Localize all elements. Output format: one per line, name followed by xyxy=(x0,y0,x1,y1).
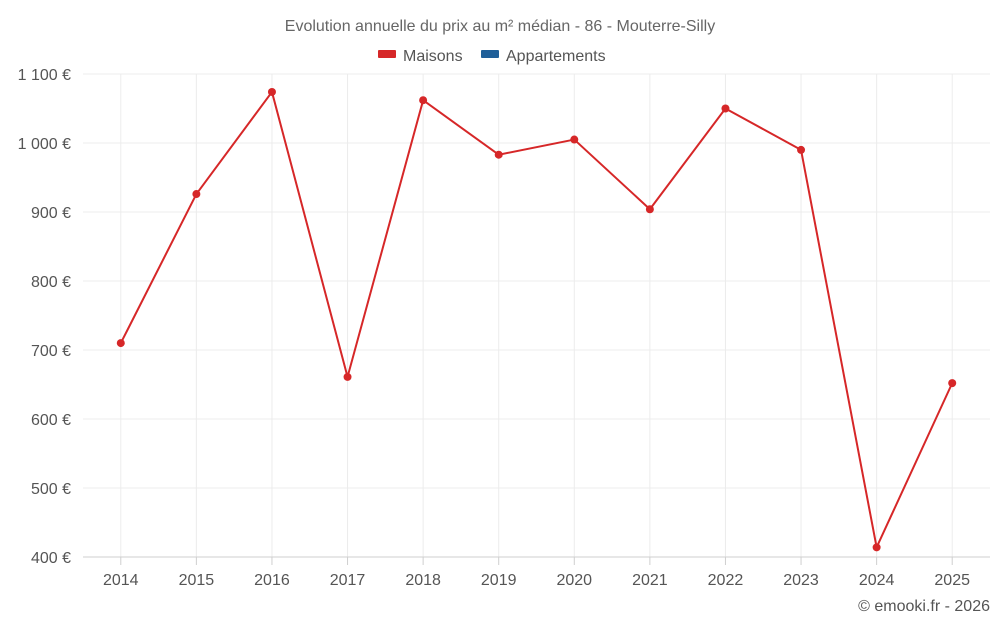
chart-title: Evolution annuelle du prix au m² médian … xyxy=(285,18,715,35)
data-point[interactable] xyxy=(645,205,654,214)
data-point[interactable] xyxy=(116,339,125,348)
x-tick-label: 2015 xyxy=(179,572,215,589)
data-point[interactable] xyxy=(872,543,881,552)
data-point[interactable] xyxy=(419,96,428,105)
y-tick-label: 700 € xyxy=(31,343,71,360)
x-tick-label: 2018 xyxy=(405,572,441,589)
y-tick-label: 1 100 € xyxy=(18,67,71,84)
y-axis: 400 € 500 € 600 € 700 € 800 € 900 € 1 000 € 1 1… xyxy=(18,67,71,567)
data-point[interactable] xyxy=(267,87,276,96)
x-tick-label: 2014 xyxy=(103,572,139,589)
y-tick-label: 400 € xyxy=(31,550,71,567)
x-tick-label: 2023 xyxy=(783,572,819,589)
legend-swatch-maisons xyxy=(378,50,396,58)
credit-text: © emooki.fr - 2026 xyxy=(858,598,990,615)
series-layer xyxy=(116,87,957,552)
x-tick-label: 2019 xyxy=(481,572,517,589)
y-tick-label: 500 € xyxy=(31,481,71,498)
data-point[interactable] xyxy=(797,145,806,154)
legend-label-maisons[interactable]: Maisons xyxy=(403,48,463,65)
legend-item-appartements[interactable]: Appartements xyxy=(481,48,606,65)
data-point[interactable] xyxy=(570,135,579,144)
x-tick-label: 2016 xyxy=(254,572,290,589)
x-tick-label: 2022 xyxy=(708,572,744,589)
y-tick-label: 600 € xyxy=(31,412,71,429)
series-line xyxy=(119,90,954,549)
data-point[interactable] xyxy=(721,104,730,113)
x-tick-label: 2024 xyxy=(859,572,895,589)
legend-swatch-appartements xyxy=(481,50,499,58)
x-tick-label: 2020 xyxy=(556,572,592,589)
legend: Maisons Appartements xyxy=(378,48,606,65)
x-axis: 2014 2015 2016 2017 2018 2019 2020 2021 2022 2023… xyxy=(83,556,990,589)
y-tick-label: 1 000 € xyxy=(18,136,71,153)
legend-item-maisons[interactable]: Maisons xyxy=(378,48,463,65)
x-tick-label: 2021 xyxy=(632,572,668,589)
x-tick-label: 2017 xyxy=(330,572,366,589)
data-point[interactable] xyxy=(343,372,352,381)
y-tick-label: 800 € xyxy=(31,274,71,291)
data-point[interactable] xyxy=(192,190,201,199)
data-point[interactable] xyxy=(948,379,957,388)
y-tick-label: 900 € xyxy=(31,205,71,222)
legend-label-appartements[interactable]: Appartements xyxy=(506,48,606,65)
series-maisons xyxy=(116,87,957,552)
data-point[interactable] xyxy=(494,150,503,159)
x-tick-label: 2025 xyxy=(934,572,970,589)
